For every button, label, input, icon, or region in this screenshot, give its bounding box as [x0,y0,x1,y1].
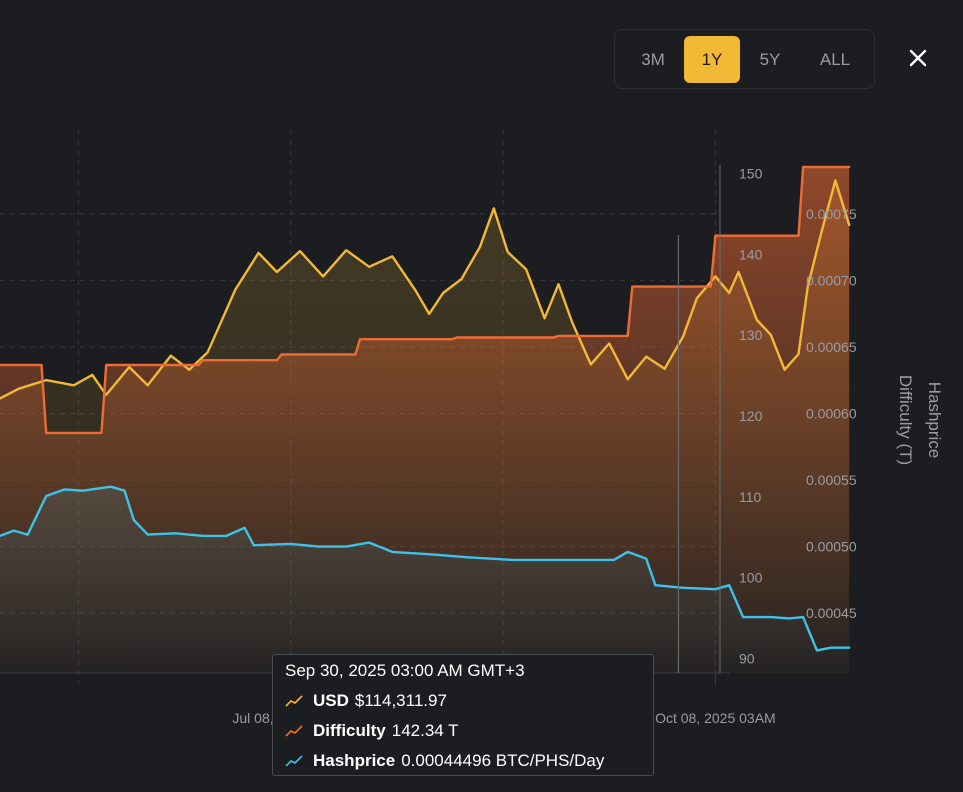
tooltip-series-name: USD [313,691,349,710]
hashprice-tick-label: 0.00065 [806,339,857,355]
range-3m-button[interactable]: 3M [625,36,681,83]
time-range-selector: 3M 1Y 5Y ALL [614,29,875,89]
difficulty-tick-label: 110 [739,489,762,505]
series-lines [0,165,851,652]
range-all-button[interactable]: ALL [804,36,866,83]
tooltip-series-value: 0.00044496 BTC/PHS/Day [401,751,605,770]
difficulty-axis-title: Difficulty (T) [896,375,915,465]
tooltip-row-difficulty: Difficulty 142.34 T [285,720,459,742]
tooltip-row-usd: USD $114,311.97 [285,690,447,712]
series-areas [0,167,850,673]
difficulty-tick-label: 130 [739,327,763,343]
usd-line [0,179,851,400]
crosshair [677,165,721,673]
difficulty-tick-label: 150 [739,165,763,181]
difficulty-line-icon [285,725,303,737]
difficulty-line [0,165,851,435]
hashprice-tick-label: 0.00050 [806,539,857,555]
difficulty-tick-label: 100 [739,570,763,586]
hashprice-line [0,485,851,652]
tooltip-row-hashprice: Hashprice 0.00044496 BTC/PHS/Day [285,750,604,772]
hashprice-tick-label: 0.00070 [806,272,857,288]
hashprice-tick-label: 0.00045 [806,605,857,621]
difficulty-tick-label: 140 [739,246,763,262]
tooltip-series-name: Difficulty [313,721,386,740]
tooltip-series-value: $114,311.97 [354,691,447,710]
usd-line-icon [285,695,303,707]
hashprice-tick-label: 0.00075 [806,206,857,222]
close-button[interactable] [900,40,936,76]
hashprice-line-icon [285,755,303,767]
close-icon [909,49,927,67]
tooltip-series-name: Hashprice [313,751,396,770]
x-tick-label: Oct 08, 2025 03AM [655,710,776,726]
hashprice-area [0,486,850,673]
range-5y-button[interactable]: 5Y [742,36,798,83]
chart-tooltip: Sep 30, 2025 03:00 AM GMT+3 USD $114,311… [272,654,654,776]
range-1y-button[interactable]: 1Y [684,36,740,83]
hashprice-tick-label: 0.00055 [806,472,857,488]
tooltip-date: Sep 30, 2025 03:00 AM GMT+3 [285,661,525,680]
tooltip-series-value: 142.34 T [391,721,459,740]
hashprice-axis-title: Hashprice [925,382,944,459]
hashprice-tick-label: 0.00060 [806,405,857,421]
difficulty-tick-label: 90 [739,650,755,666]
difficulty-tick-label: 120 [739,408,763,424]
